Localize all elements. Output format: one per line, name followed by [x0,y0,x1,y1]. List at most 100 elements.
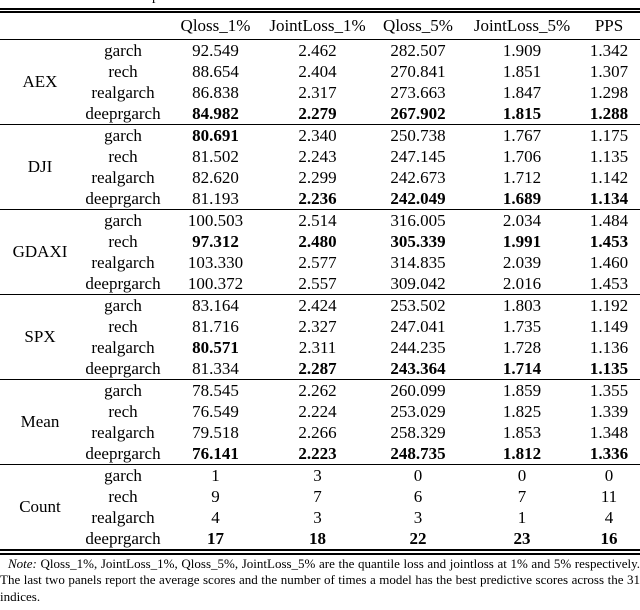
value-cell: 316.005 [370,208,466,231]
model-label: garch [104,40,142,60]
model-label: garch [80,123,166,146]
value-cell: 1.735 [502,316,542,336]
value-cell: 100.372 [187,273,244,293]
table-row: SPX garch 83.164 2.424 253.502 1.803 1.192 [0,293,640,379]
value-cell: 1.767 [466,123,578,146]
value-cell: 258.329 [390,422,446,442]
panel-dji: DJI garch 80.691 2.340 250.738 1.767 1.175 rech… [0,123,640,209]
value-cell: 3 [265,463,370,486]
value-cell: 1.135 [589,146,629,166]
value-cell: 2.480 [298,231,337,251]
table-row: rech 76.549 2.224 253.029 1.825 1.339 [0,401,640,422]
model-label: deeprgarch [85,188,161,208]
table-row: realgarch 86.838 2.317 273.663 1.847 1.298 [0,82,640,103]
value-cell: 2.462 [298,40,337,60]
value-cell: 80.571 [192,337,239,357]
value-cell: 1.847 [502,82,542,102]
header-model-spacer [80,13,166,40]
value-cell: 1.342 [589,40,629,60]
value-cell: 1.453 [589,273,629,293]
value-cell: 4 [211,507,220,527]
table-row: realgarch 82.620 2.299 242.673 1.712 1.142 [0,167,640,188]
value-cell: 244.235 [390,337,446,357]
value-cell: 84.982 [192,103,239,123]
value-cell: 314.835 [390,252,446,272]
value-cell: 2.404 [298,61,337,81]
value-cell: 1.135 [589,358,629,378]
clipped-caption-fragment: p [152,0,159,4]
model-label: realgarch [91,422,155,442]
value-cell: 1.355 [578,378,640,401]
value-cell: 2.236 [298,188,337,208]
panel-aex: AEX garch 92.549 2.462 282.507 1.909 1.342 rech… [0,39,640,124]
value-cell: 260.099 [370,378,466,401]
value-cell: 76.141 [192,443,239,463]
value-cell: 1.812 [502,443,542,463]
value-cell: 0 [578,463,640,486]
model-label: rech [108,316,138,336]
value-cell: 2.340 [265,123,370,146]
value-cell: 1.288 [589,103,629,123]
column-header-jointloss-5: JointLoss_5% [466,13,578,40]
model-label: garch [80,378,166,401]
model-label: deeprgarch [85,103,161,123]
table-row: deeprgarch 76.141 2.223 248.735 1.812 1.336 [0,443,640,465]
value-cell: 3 [413,507,423,527]
value-cell: 1.192 [578,293,640,316]
value-cell: 2.034 [466,208,578,231]
table-row: deeprgarch 81.334 2.287 243.364 1.714 1.135 [0,358,640,380]
value-cell: 83.164 [166,293,265,316]
value-cell: 81.502 [192,146,239,166]
header-row: Qloss_1% JointLoss_1% Qloss_5% JointLoss… [0,13,640,40]
panel-count: Count garch 1 3 0 0 0 rech 9 7 6 7 11 realgarch 4 3 3 1 4 d… [0,463,640,549]
value-cell: 1.484 [578,208,640,231]
value-cell: 1.712 [502,167,542,187]
value-cell: 1.348 [589,422,629,442]
value-cell: 305.339 [390,231,446,251]
table-row: realgarch 79.518 2.266 258.329 1.853 1.348 [0,422,640,443]
value-cell: 270.841 [390,61,446,81]
value-cell: 1.298 [589,82,629,102]
table-row: DJI garch 80.691 2.340 250.738 1.767 1.175 [0,123,640,209]
value-cell: 247.041 [390,316,446,336]
table-row: rech 81.716 2.327 247.041 1.735 1.149 [0,316,640,337]
value-cell: 6 [413,486,423,506]
value-cell: 92.549 [192,40,239,60]
value-cell: 3 [313,507,322,527]
table-row: realgarch 80.571 2.311 244.235 1.728 1.136 [0,337,640,358]
table-row: rech 9 7 6 7 11 [0,486,640,507]
column-header-qloss-1: Qloss_1% [166,13,265,40]
value-cell: 243.364 [390,358,446,378]
value-cell: 81.334 [192,358,239,378]
value-cell: 1.149 [589,316,629,336]
value-cell: 2.317 [298,82,337,102]
value-cell: 2.279 [298,103,337,123]
value-cell: 1.851 [502,61,542,81]
panel-label: AEX [22,72,58,91]
value-cell: 1 [166,463,265,486]
model-label: garch [80,208,166,231]
model-label: garch [80,293,166,316]
value-cell: 79.518 [192,422,239,442]
model-label: deeprgarch [85,443,161,463]
table-row: realgarch 103.330 2.577 314.835 2.039 1.460 [0,252,640,273]
model-label: realgarch [91,337,155,357]
value-cell: 2.299 [298,167,337,187]
value-cell: 2.311 [298,337,337,357]
model-label: rech [108,61,138,81]
value-cell: 9 [211,486,220,506]
panel-mean: Mean garch 78.545 2.262 260.099 1.859 1.355 rec… [0,378,640,465]
column-header-pps: PPS [578,13,640,40]
results-table-frame: Qloss_1% JointLoss_1% Qloss_5% JointLoss… [0,8,640,555]
value-cell: 2.514 [265,208,370,231]
value-cell: 81.193 [192,188,239,208]
value-cell: 253.029 [390,401,446,421]
value-cell: 242.673 [390,167,446,187]
value-cell: 1.714 [502,358,542,378]
value-cell: 16 [600,528,618,548]
model-label: deeprgarch [85,358,161,378]
value-cell: 103.330 [187,252,244,272]
value-cell: 247.145 [390,146,446,166]
header-index-spacer [0,13,80,40]
